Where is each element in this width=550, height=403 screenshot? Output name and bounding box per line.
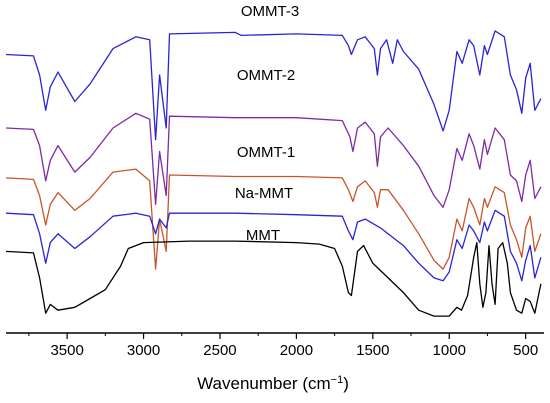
series-line-na-mmt xyxy=(5,209,542,282)
x-tick-label: 2500 xyxy=(203,342,236,359)
series-label-mmt: MMT xyxy=(246,227,280,244)
series-label-ommt-1: OMMT-1 xyxy=(237,144,295,161)
x-tick-label: 3000 xyxy=(127,342,160,359)
x-tick-label: 3500 xyxy=(50,342,83,359)
series-label-ommt-2: OMMT-2 xyxy=(237,67,295,84)
x-tick-label: 2000 xyxy=(280,342,313,359)
series-line-mmt xyxy=(5,240,542,317)
series-label-na-mmt: Na-MMT xyxy=(235,185,293,202)
x-axis-title-unit-sup: −1 xyxy=(331,374,344,386)
x-axis-title-unit: cm xyxy=(308,374,331,393)
series-line-ommt-2 xyxy=(5,112,542,208)
series-label-ommt-3: OMMT-3 xyxy=(241,3,299,20)
series-layer xyxy=(5,30,542,317)
x-tick-label: 1000 xyxy=(433,342,466,359)
x-tick-label: 1500 xyxy=(356,342,389,359)
x-axis-title-close-paren: ) xyxy=(343,374,349,393)
series-line-ommt-1 xyxy=(5,168,542,270)
x-tick-layer: 3500 3000 2500 2000 1500 1000 500 xyxy=(28,333,538,359)
series-line-ommt-3 xyxy=(5,30,542,141)
x-axis-title-open-paren: ( xyxy=(298,374,309,393)
series-label-layer: OMMT-3 OMMT-2 OMMT-1 Na-MMT MMT xyxy=(235,3,299,244)
x-axis-title: Wavenumber (cm−1) xyxy=(197,374,349,393)
x-axis-title-text: Wavenumber xyxy=(197,374,298,393)
x-tick-label: 500 xyxy=(513,342,538,359)
